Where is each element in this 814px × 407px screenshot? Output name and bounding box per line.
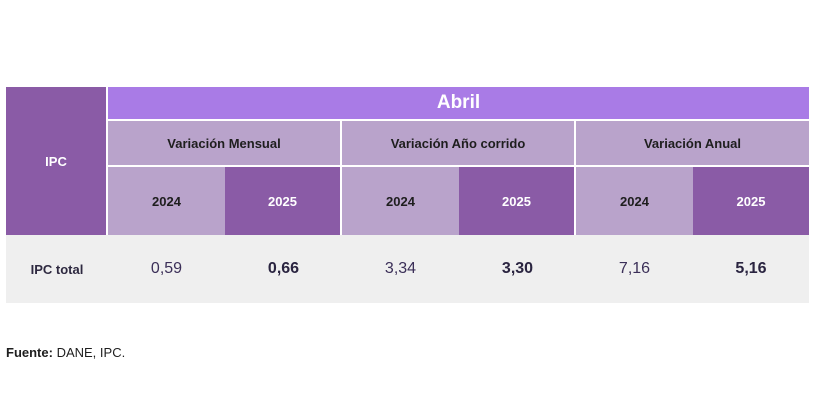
- value-cell: 0,66: [225, 235, 342, 303]
- value-cell: 7,16: [576, 235, 693, 303]
- value-cell: 0,59: [108, 235, 225, 303]
- ipc-header: IPC: [6, 87, 108, 235]
- source-note: Fuente: DANE, IPC.: [6, 345, 125, 360]
- row-label-ipc-total: IPC total: [6, 235, 108, 303]
- year-header: 2024: [576, 167, 693, 235]
- group-header-anual: Variación Anual: [576, 121, 809, 167]
- year-header: 2025: [225, 167, 342, 235]
- group-header-mensual: Variación Mensual: [108, 121, 342, 167]
- value-cell: 3,34: [342, 235, 459, 303]
- source-label: Fuente:: [6, 345, 53, 360]
- group-header-ano-corrido: Variación Año corrido: [342, 121, 576, 167]
- value-cell: 5,16: [693, 235, 809, 303]
- month-header: Abril: [108, 87, 809, 121]
- year-header: 2024: [108, 167, 225, 235]
- year-header: 2024: [342, 167, 459, 235]
- value-cell: 3,30: [459, 235, 576, 303]
- year-header: 2025: [693, 167, 809, 235]
- ipc-table: IPC Abril Variación Mensual Variación Añ…: [6, 87, 809, 303]
- source-text: DANE, IPC.: [52, 345, 126, 360]
- year-header: 2025: [459, 167, 576, 235]
